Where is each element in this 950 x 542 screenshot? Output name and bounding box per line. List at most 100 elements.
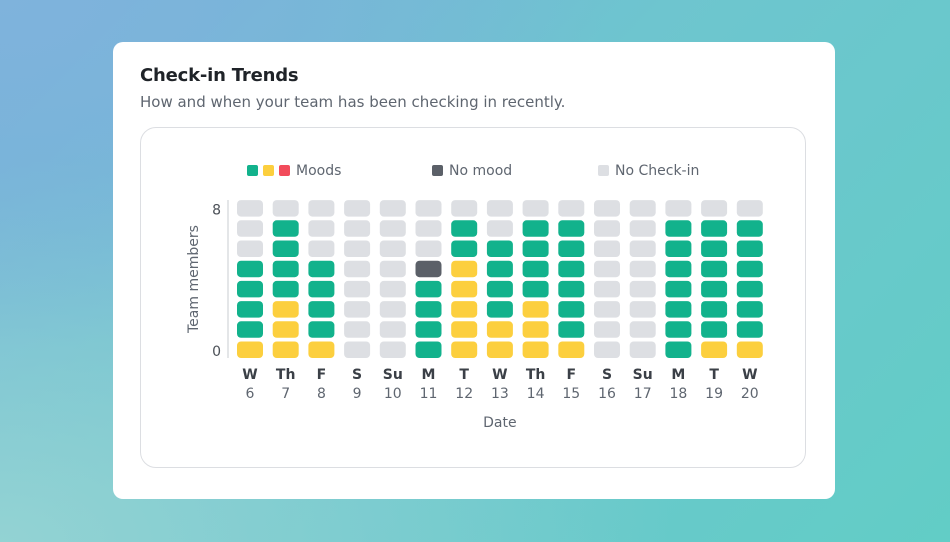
x-tick-day-label: Th <box>276 367 296 383</box>
heatmap-cell <box>701 260 728 278</box>
heatmap-cell <box>522 341 549 358</box>
heatmap-cell <box>237 321 263 338</box>
x-tick-day-label: S <box>352 367 362 383</box>
heatmap-cell <box>558 341 585 358</box>
heatmap-cell <box>237 260 263 278</box>
legend-label-1: No mood <box>449 163 512 179</box>
heatmap-cell <box>736 240 763 257</box>
heatmap-cell <box>344 220 371 237</box>
card-title: Check-in Trends <box>140 65 299 86</box>
check-in-heatmap: Moods No mood No Check-in 8 0 Team members W 6 T… <box>186 163 763 431</box>
x-tick-date-label: 9 <box>353 386 362 402</box>
heatmap-cell <box>558 200 585 217</box>
heatmap-cell <box>594 301 620 318</box>
heatmap-cell <box>558 280 585 298</box>
heatmap-cell <box>237 301 263 318</box>
heatmap-cell <box>451 321 478 338</box>
heatmap-cell <box>701 240 728 257</box>
heatmap-cell <box>665 341 692 358</box>
heatmap-cell <box>736 220 763 237</box>
heatmap-cell <box>736 280 763 298</box>
heatmap-cell <box>701 301 728 318</box>
x-tick-date-label: 14 <box>527 386 545 402</box>
heatmap-cell <box>237 240 263 257</box>
x-tick-day-label: W <box>242 367 257 383</box>
x-tick-day-label: F <box>567 367 577 383</box>
heatmap-cell <box>272 301 299 318</box>
heatmap-cell <box>237 280 263 298</box>
legend-label-0: Moods <box>296 163 341 179</box>
y-tick-label-top: 8 <box>212 203 221 219</box>
heatmap-cell <box>415 301 442 318</box>
heatmap-cell <box>736 321 763 338</box>
x-tick-date-label: 18 <box>669 386 687 402</box>
heatmap-cell <box>451 301 478 318</box>
heatmap-cell <box>379 280 406 298</box>
heatmap-cell <box>736 260 763 278</box>
heatmap-cell <box>665 220 692 237</box>
heatmap-cell <box>594 220 620 237</box>
heatmap-cell <box>308 280 335 298</box>
heatmap-cell <box>665 301 692 318</box>
heatmap-cell <box>486 260 513 278</box>
heatmap-cell <box>629 200 656 217</box>
x-tick-date-label: 12 <box>455 386 473 402</box>
heatmap-cell <box>629 220 656 237</box>
x-tick-date-label: 7 <box>281 386 290 402</box>
x-tick-date-label: 6 <box>246 386 255 402</box>
heatmap-cell <box>558 220 585 237</box>
heatmap-cell <box>594 341 620 358</box>
heatmap-cell <box>665 280 692 298</box>
heatmap-cell <box>701 341 728 358</box>
heatmap-cell <box>558 321 585 338</box>
heatmap-cell <box>522 240 549 257</box>
y-axis-title: Team members <box>186 225 202 334</box>
heatmap-cell <box>736 301 763 318</box>
x-tick-day-label: T <box>459 367 469 383</box>
x-tick-day-label: T <box>709 367 719 383</box>
heatmap-cell <box>379 260 406 278</box>
heatmap-cell <box>272 240 299 257</box>
y-tick-label-bottom: 0 <box>212 344 221 360</box>
heatmap-cell <box>701 321 728 338</box>
heatmap-cell <box>344 280 371 298</box>
heatmap-cell <box>486 240 513 257</box>
heatmap-cell <box>415 200 442 217</box>
heatmap-cell <box>629 240 656 257</box>
heatmap-cell <box>344 200 371 217</box>
heatmap-cell <box>451 280 478 298</box>
x-tick-date-label: 20 <box>741 386 759 402</box>
heatmap-cell <box>308 260 335 278</box>
heatmap-cell <box>701 280 728 298</box>
heatmap-cell <box>415 220 442 237</box>
heatmap-cell <box>558 260 585 278</box>
heatmap-cell <box>379 301 406 318</box>
x-tick-date-label: 13 <box>491 386 509 402</box>
heatmap-cell <box>308 200 335 217</box>
heatmap-cell <box>486 341 513 358</box>
check-in-trends-card: Check-in Trends How and when your team h… <box>113 42 835 499</box>
heatmap-cell <box>237 200 263 217</box>
heatmap-cell <box>451 240 478 257</box>
heatmap-cell <box>522 301 549 318</box>
heatmap-cell <box>415 280 442 298</box>
heatmap-cell <box>272 260 299 278</box>
heatmap-cell <box>308 321 335 338</box>
heatmap-cell <box>415 321 442 338</box>
heatmap-cell <box>344 341 371 358</box>
heatmap-cell <box>344 240 371 257</box>
x-tick-date-label: 16 <box>598 386 616 402</box>
heatmap-cell <box>486 321 513 338</box>
heatmap-cell <box>308 240 335 257</box>
legend-swatch-yellow <box>263 165 274 176</box>
legend-swatch-none <box>598 165 609 176</box>
x-tick-date-label: 11 <box>420 386 438 402</box>
heatmap-cell <box>558 240 585 257</box>
heatmap-cell <box>451 200 478 217</box>
heatmap-cell <box>594 321 620 338</box>
x-tick-date-label: 19 <box>705 386 723 402</box>
heatmap-cell <box>415 260 442 278</box>
heatmap-cell <box>522 200 549 217</box>
x-tick-day-label: M <box>671 367 685 383</box>
x-tick-day-label: W <box>492 367 507 383</box>
